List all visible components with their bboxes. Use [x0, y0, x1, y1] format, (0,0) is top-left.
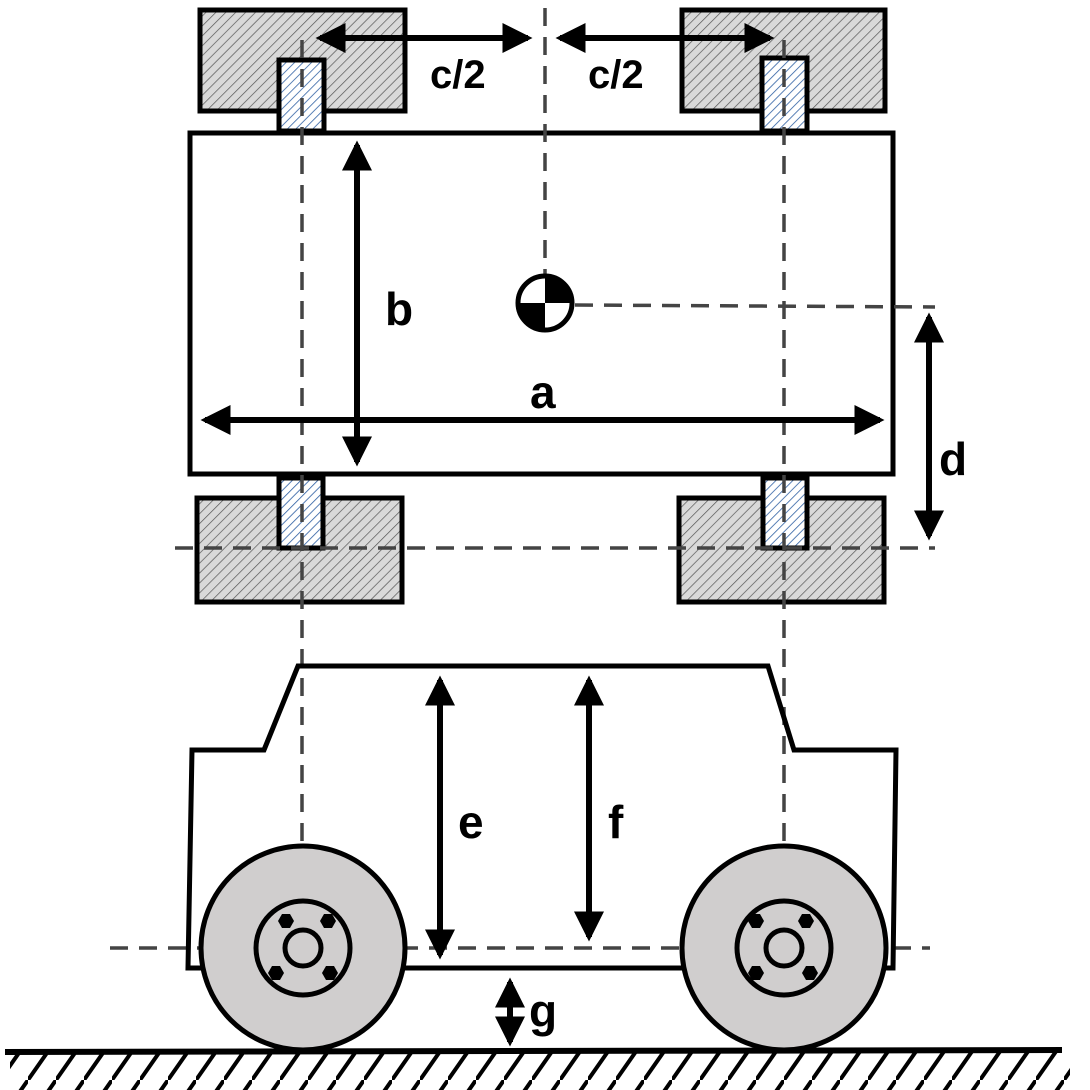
label-e: e — [458, 796, 484, 848]
label-d: d — [939, 433, 967, 485]
label-b: b — [385, 283, 413, 335]
center-of-gravity-icon — [515, 273, 575, 333]
front-wheel — [198, 843, 408, 1053]
ground-hatch-icon — [4, 1047, 1070, 1090]
rear-wheel — [679, 843, 889, 1053]
vehicle-body-side-view — [185, 663, 899, 971]
dimension-arrows — [200, 23, 944, 1047]
front-right-hub — [759, 55, 810, 134]
label-g: g — [529, 985, 557, 1037]
label-c-right: c/2 — [588, 53, 644, 97]
label-c-left: c/2 — [430, 53, 486, 97]
label-a: a — [530, 366, 556, 418]
label-f: f — [608, 796, 624, 848]
